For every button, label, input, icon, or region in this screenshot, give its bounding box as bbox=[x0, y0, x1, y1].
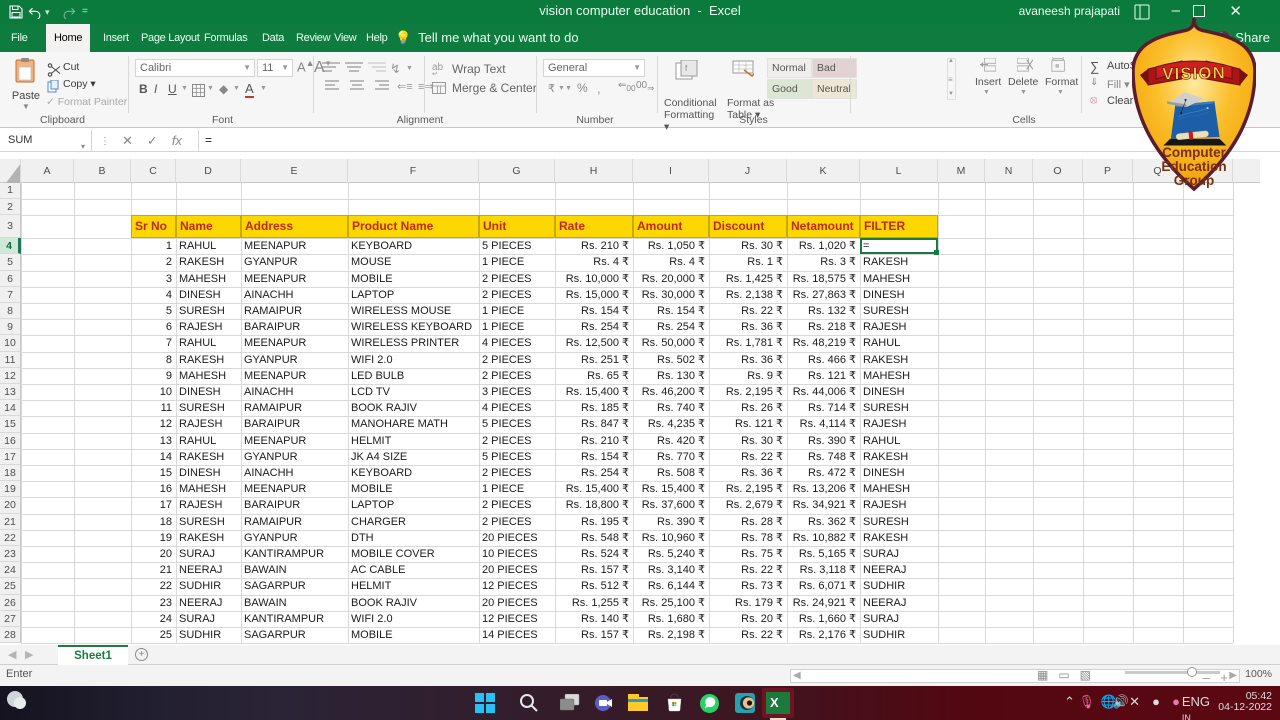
svg-text:Group: Group bbox=[1174, 173, 1215, 188]
svg-text:VISION: VISION bbox=[1162, 63, 1226, 83]
svg-text:Education: Education bbox=[1161, 159, 1226, 174]
svg-text:Computer: Computer bbox=[1162, 145, 1226, 160]
